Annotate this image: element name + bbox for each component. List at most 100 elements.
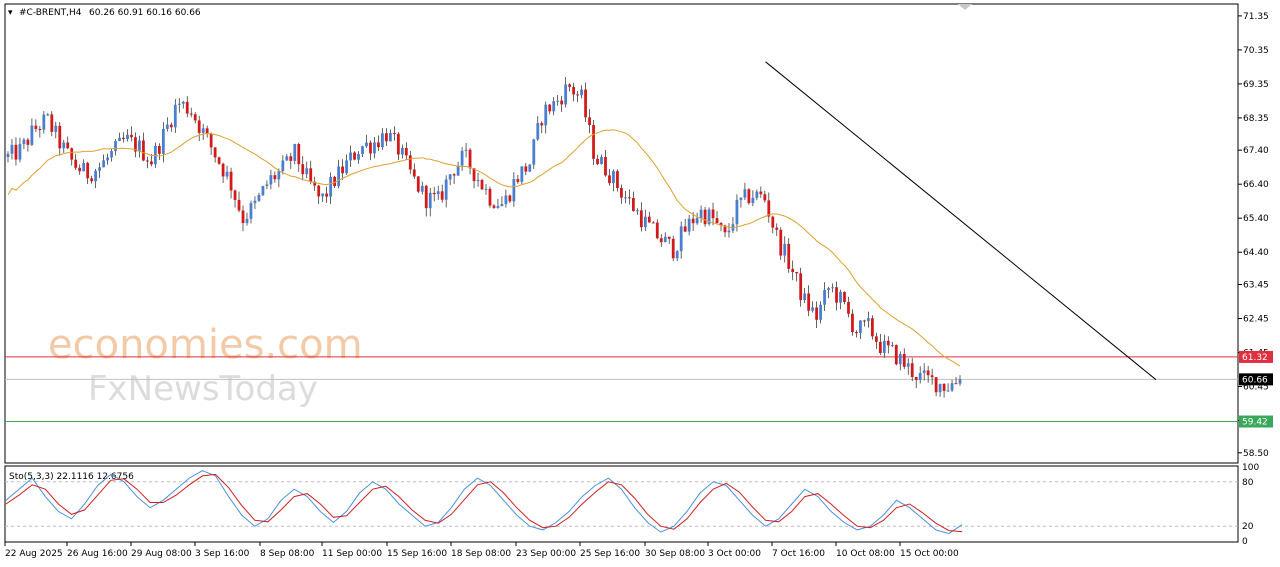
candle-body — [488, 188, 492, 206]
candle-body — [349, 152, 352, 161]
candle-body — [831, 287, 834, 289]
main-panel — [4, 3, 1239, 464]
trendline[interactable] — [765, 61, 1157, 381]
candle-body — [763, 194, 767, 201]
candle-body — [906, 363, 910, 367]
candle-body — [910, 363, 914, 377]
candle-body — [516, 179, 520, 182]
x-tick-label: 15 Sep 16:00 — [387, 549, 447, 559]
candle-body — [878, 341, 882, 354]
candle-body — [14, 144, 18, 160]
candle-body — [460, 150, 464, 166]
stochastic-level-label: 100 — [1242, 463, 1259, 473]
candle-body — [695, 217, 699, 224]
candle-body — [428, 192, 432, 209]
candle-body — [564, 84, 568, 105]
candle-body — [325, 193, 329, 197]
candle-body — [807, 293, 811, 311]
candle-body — [118, 137, 121, 141]
x-tick-label: 29 Aug 08:00 — [131, 549, 192, 559]
candle-body — [337, 166, 341, 187]
watermark-fxnewstoday: FxNewsToday — [88, 369, 318, 409]
candle-body — [157, 145, 161, 154]
candle-body — [552, 101, 556, 112]
x-tick-label: 22 Aug 2025 — [5, 549, 63, 559]
candle-body — [635, 210, 639, 212]
candle-body — [815, 307, 819, 320]
candle-body — [289, 156, 293, 161]
menu-triangle-icon[interactable]: ▾ — [8, 8, 13, 18]
candle-body — [663, 236, 667, 243]
candle-body — [464, 149, 468, 151]
x-tick-label: 8 Sep 08:00 — [260, 549, 315, 559]
candle-body — [472, 168, 476, 182]
candle-body — [735, 199, 739, 225]
current-price-tag-label: 60.66 — [1242, 375, 1268, 385]
candle-body — [520, 166, 524, 182]
candle-body — [321, 193, 325, 197]
candle-body — [631, 197, 635, 211]
candle-body — [835, 287, 838, 303]
candle-body — [138, 140, 141, 152]
candle-body — [667, 236, 671, 239]
candle-body — [369, 142, 372, 154]
moving-average-line — [7, 129, 961, 367]
candle-body — [257, 195, 261, 201]
candle-body — [779, 229, 783, 256]
candle-body — [827, 288, 830, 290]
candle-body — [309, 168, 313, 182]
candle-body — [839, 291, 842, 303]
candle-body — [181, 101, 185, 104]
candle-body — [624, 197, 627, 199]
candle-body — [926, 370, 930, 376]
y-tick-label: 60.45 — [1243, 383, 1269, 393]
candle-body — [432, 192, 436, 195]
candle-body — [775, 227, 779, 230]
candle-body — [333, 176, 337, 187]
candle-body — [576, 94, 580, 96]
candle-body — [572, 86, 576, 95]
watermark-economies: economies.com — [48, 322, 363, 368]
candle-body — [894, 345, 898, 365]
candle-body — [596, 158, 599, 165]
x-tick-label: 18 Sep 08:00 — [451, 549, 511, 559]
candle-body — [110, 151, 113, 158]
candle-body — [755, 191, 759, 198]
candle-body — [365, 142, 368, 147]
candle-body — [795, 272, 799, 274]
candle-body — [197, 120, 201, 133]
candle-body — [540, 123, 544, 126]
stochastic-level-label: 20 — [1242, 522, 1254, 532]
candle-body — [659, 238, 663, 243]
candle-body — [556, 100, 560, 102]
y-tick-label: 65.40 — [1243, 214, 1269, 224]
candle-body — [106, 157, 109, 161]
candle-body — [448, 174, 452, 180]
candle-body — [639, 210, 643, 228]
candle-body — [213, 147, 217, 158]
candle-body — [245, 218, 249, 224]
chart-scroll-marker[interactable] — [958, 4, 972, 10]
candle-body — [233, 190, 237, 200]
candle-body — [74, 159, 78, 168]
candle-body — [301, 164, 305, 175]
x-tick-label: 25 Sep 16:00 — [580, 549, 640, 559]
candle-body — [169, 124, 173, 128]
candle-body — [580, 89, 583, 96]
candle-body — [902, 353, 906, 367]
candle-body — [305, 168, 309, 175]
candle-body — [440, 191, 444, 200]
candle-body — [424, 185, 428, 209]
candle-body — [942, 383, 946, 391]
stochastic-label: Sto(5,3,3) 22.1116 12.6756 — [9, 472, 134, 482]
candle-body — [229, 171, 233, 191]
candle-body — [221, 163, 225, 177]
candle-body — [46, 114, 50, 116]
candle-body — [297, 144, 301, 165]
candle-body — [134, 137, 137, 152]
candle-body — [249, 203, 253, 219]
candle-body — [468, 149, 472, 169]
candle-body — [647, 216, 651, 223]
x-tick-label: 3 Oct 00:00 — [708, 549, 761, 559]
